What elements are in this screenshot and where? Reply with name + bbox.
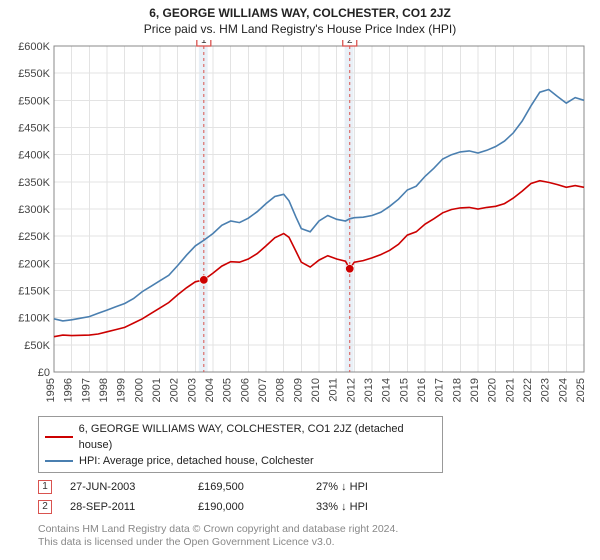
svg-text:1: 1	[201, 40, 207, 46]
legend-label: HPI: Average price, detached house, Colc…	[79, 453, 314, 469]
svg-text:2018: 2018	[451, 378, 463, 402]
legend-label: 6, GEORGE WILLIAMS WAY, COLCHESTER, CO1 …	[79, 421, 436, 453]
svg-text:2016: 2016	[416, 378, 428, 402]
svg-text:2003: 2003	[186, 378, 198, 402]
svg-text:2014: 2014	[381, 378, 393, 402]
svg-text:2021: 2021	[504, 378, 516, 402]
transaction-price: £190,000	[198, 497, 298, 517]
svg-text:2004: 2004	[204, 378, 216, 402]
svg-text:2009: 2009	[292, 378, 304, 402]
svg-text:£50K: £50K	[24, 340, 50, 352]
svg-text:1997: 1997	[80, 378, 92, 402]
svg-text:£200K: £200K	[18, 258, 50, 270]
transaction-date: 27-JUN-2003	[70, 477, 180, 497]
line-chart-svg: £0 £50K £100K £150K £200K £250K £300K £350K £400…	[8, 40, 592, 410]
transaction-row: 2 28-SEP-2011 £190,000 33% ↓ HPI	[38, 497, 558, 517]
svg-text:2022: 2022	[522, 378, 534, 402]
transaction-price: £169,500	[198, 477, 298, 497]
svg-text:2005: 2005	[222, 378, 234, 402]
svg-text:2019: 2019	[469, 378, 481, 402]
transaction-index-badge: 2	[38, 500, 52, 514]
svg-text:2025: 2025	[575, 378, 587, 402]
legend: 6, GEORGE WILLIAMS WAY, COLCHESTER, CO1 …	[38, 416, 443, 473]
transaction-index-badge: 1	[38, 480, 52, 494]
svg-text:2008: 2008	[275, 378, 287, 402]
chart-title: 6, GEORGE WILLIAMS WAY, COLCHESTER, CO1 …	[8, 6, 592, 20]
svg-text:£0: £0	[38, 367, 50, 379]
svg-text:£550K: £550K	[18, 68, 50, 80]
transactions-table: 1 27-JUN-2003 £169,500 27% ↓ HPI 2 28-SEP-201…	[38, 477, 558, 517]
legend-row: 6, GEORGE WILLIAMS WAY, COLCHESTER, CO1 …	[45, 421, 436, 453]
transaction-row: 1 27-JUN-2003 £169,500 27% ↓ HPI	[38, 477, 558, 497]
svg-text:£450K: £450K	[18, 123, 50, 135]
svg-text:2: 2	[347, 40, 353, 46]
svg-text:2012: 2012	[345, 378, 357, 402]
svg-text:2010: 2010	[310, 378, 322, 402]
chart-subtitle: Price paid vs. HM Land Registry's House …	[8, 22, 592, 36]
svg-text:1996: 1996	[63, 378, 75, 402]
legend-row: HPI: Average price, detached house, Colc…	[45, 453, 436, 469]
svg-text:£350K: £350K	[18, 177, 50, 189]
svg-text:£500K: £500K	[18, 95, 50, 107]
svg-text:2015: 2015	[398, 378, 410, 402]
svg-text:2001: 2001	[151, 378, 163, 402]
svg-text:£150K: £150K	[18, 286, 50, 298]
transaction-pct: 33% ↓ HPI	[316, 497, 426, 517]
svg-text:£300K: £300K	[18, 204, 50, 216]
svg-text:2000: 2000	[133, 378, 145, 402]
svg-text:£400K: £400K	[18, 150, 50, 162]
svg-text:2013: 2013	[363, 378, 375, 402]
chart-container: 6, GEORGE WILLIAMS WAY, COLCHESTER, CO1 …	[0, 0, 600, 560]
footnote: Contains HM Land Registry data © Crown c…	[38, 523, 590, 549]
legend-swatch	[45, 460, 73, 462]
svg-text:£100K: £100K	[18, 313, 50, 325]
footnote-line: This data is licensed under the Open Gov…	[38, 536, 590, 549]
svg-text:1999: 1999	[116, 378, 128, 402]
legend-swatch	[45, 436, 73, 438]
transaction-date: 28-SEP-2011	[70, 497, 180, 517]
svg-text:2002: 2002	[169, 378, 181, 402]
svg-text:£600K: £600K	[18, 41, 50, 53]
plot-area: £0 £50K £100K £150K £200K £250K £300K £350K £400…	[8, 40, 592, 410]
svg-text:2020: 2020	[487, 378, 499, 402]
svg-text:2024: 2024	[557, 378, 569, 402]
svg-text:2017: 2017	[434, 378, 446, 402]
footnote-line: Contains HM Land Registry data © Crown c…	[38, 523, 590, 536]
svg-text:1995: 1995	[45, 378, 57, 402]
svg-text:2006: 2006	[239, 378, 251, 402]
transaction-pct: 27% ↓ HPI	[316, 477, 426, 497]
svg-text:2023: 2023	[540, 378, 552, 402]
svg-text:2007: 2007	[257, 378, 269, 402]
svg-text:2011: 2011	[328, 378, 340, 402]
svg-text:£250K: £250K	[18, 231, 50, 243]
svg-text:1998: 1998	[98, 378, 110, 402]
